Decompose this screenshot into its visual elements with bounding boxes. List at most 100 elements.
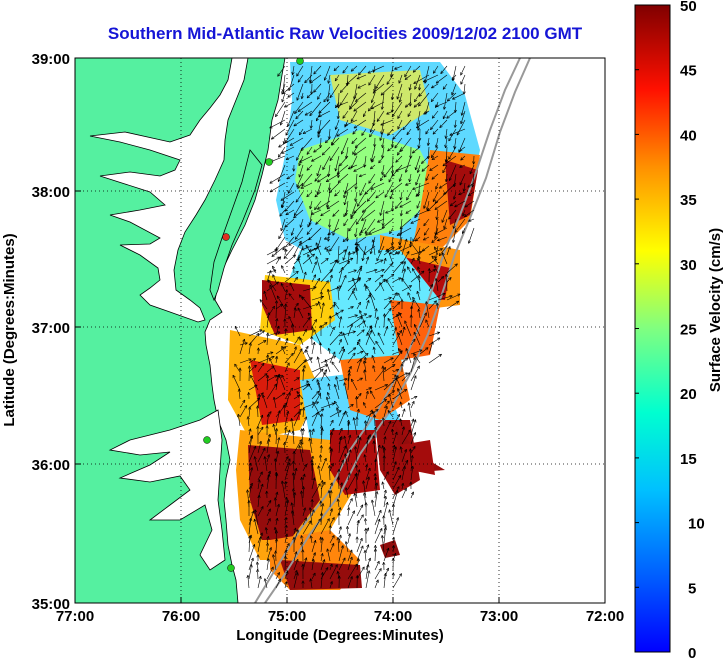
velocity-arrow-head xyxy=(327,548,330,552)
velocity-arrow-head xyxy=(278,325,280,329)
velocity-arrow-head xyxy=(448,157,452,160)
velocity-arrow-head xyxy=(267,375,270,379)
velocity-arrow xyxy=(384,182,394,198)
velocity-arrow-head xyxy=(415,240,419,242)
velocity-arrow-head xyxy=(320,572,323,576)
velocity-arrow-head xyxy=(344,453,348,457)
velocity-arrow-head xyxy=(321,503,324,507)
velocity-arrow xyxy=(297,74,304,83)
velocity-arrow xyxy=(353,417,358,436)
velocity-arrow-head xyxy=(260,414,263,418)
velocity-arrow xyxy=(272,554,277,571)
velocity-arrow-head xyxy=(349,369,351,373)
velocity-arrow xyxy=(446,110,457,119)
velocity-arrow xyxy=(320,269,333,283)
velocity-arrow-head xyxy=(306,232,310,235)
velocity-arrow-head xyxy=(260,483,264,487)
velocity-arrow-head xyxy=(269,189,272,193)
velocity-arrow-head xyxy=(251,435,254,439)
velocity-arrow-head xyxy=(259,329,263,333)
velocity-arrow-head xyxy=(325,396,327,400)
velocity-arrow-head xyxy=(415,193,418,197)
velocity-arrow xyxy=(338,482,343,499)
velocity-arrow-head xyxy=(257,393,260,397)
velocity-arrow xyxy=(412,65,421,73)
velocity-arrow-head xyxy=(265,425,268,429)
velocity-arrow xyxy=(288,74,295,91)
velocity-arrow-head xyxy=(400,363,403,367)
velocity-arrow-head xyxy=(414,216,418,219)
velocity-arrow-head xyxy=(389,74,392,78)
velocity-arrow xyxy=(383,263,393,274)
velocity-arrow xyxy=(414,92,421,103)
velocity-arrow-head xyxy=(327,392,330,395)
velocity-arrow-head xyxy=(395,159,397,163)
velocity-arrow xyxy=(284,517,287,526)
eastern-shore xyxy=(209,149,263,302)
velocity-arrow xyxy=(417,110,421,126)
velocity-arrow xyxy=(266,375,269,391)
velocity-arrow-head xyxy=(343,382,345,386)
velocity-arrow-head xyxy=(321,291,323,295)
velocity-arrow-head xyxy=(296,551,298,555)
velocity-arrow-head xyxy=(263,330,265,334)
velocity-arrow xyxy=(347,323,353,337)
velocity-arrow xyxy=(281,374,286,382)
velocity-arrow-head xyxy=(291,71,293,75)
velocity-arrow xyxy=(293,336,300,346)
velocity-arrow xyxy=(399,200,412,208)
velocity-arrow xyxy=(459,173,466,186)
velocity-arrow-head xyxy=(399,179,402,182)
velocity-arrow-head xyxy=(333,301,337,304)
velocity-arrow-head xyxy=(419,251,423,254)
velocity-arrow xyxy=(307,218,313,228)
velocity-arrow xyxy=(409,92,412,107)
velocity-arrow xyxy=(416,119,430,129)
velocity-arrow-head xyxy=(430,284,433,287)
velocity-arrow-head xyxy=(342,238,345,242)
x-tick-label: 74:00 xyxy=(374,608,412,625)
velocity-arrow-head xyxy=(365,390,369,394)
velocity-arrow-head xyxy=(328,315,331,319)
velocity-arrow-head xyxy=(391,247,395,249)
velocity-arrow-head xyxy=(435,256,438,259)
velocity-arrow-head xyxy=(278,373,282,377)
velocity-arrow-head xyxy=(333,355,337,359)
x-tick-labels: 77:00 76:00 75:00 74:00 73:00 72:00 xyxy=(56,608,624,625)
velocity-arrow-head xyxy=(302,365,306,368)
velocity-arrow-head xyxy=(405,210,408,214)
velocity-arrow-head xyxy=(334,194,338,197)
velocity-arrow-head xyxy=(377,518,380,522)
velocity-arrow-head xyxy=(355,198,358,202)
velocity-arrow xyxy=(275,356,278,364)
velocity-arrow-head xyxy=(394,374,398,377)
velocity-arrow xyxy=(442,110,448,120)
velocity-arrow-head xyxy=(405,170,408,173)
velocity-arrow xyxy=(387,410,394,418)
velocity-arrow-head xyxy=(427,142,430,146)
velocity-arrow-head xyxy=(298,445,300,449)
velocity-arrow xyxy=(333,301,340,310)
velocity-arrow xyxy=(311,552,316,562)
velocity-arrow-head xyxy=(339,331,343,334)
velocity-arrow-head xyxy=(358,520,360,524)
velocity-arrow xyxy=(328,348,331,355)
velocity-arrow-head xyxy=(430,98,433,102)
velocity-arrow-head xyxy=(357,575,359,579)
velocity-arrow-head xyxy=(413,106,417,108)
velocity-arrow xyxy=(434,246,439,256)
velocity-arrow xyxy=(329,431,333,445)
velocity-arrow-head xyxy=(434,206,437,210)
velocity-arrow xyxy=(281,83,286,95)
velocity-arrow-head xyxy=(383,436,386,440)
velocity-arrow-head xyxy=(270,411,272,415)
velocity-arrow-head xyxy=(356,396,359,400)
velocity-arrow-head xyxy=(267,354,270,358)
velocity-arrow-head xyxy=(347,472,351,476)
velocity-arrow-head xyxy=(388,179,392,183)
velocity-arrow xyxy=(446,246,451,256)
velocity-arrow-head xyxy=(344,190,346,194)
velocity-arrow-head xyxy=(264,340,267,344)
velocity-arrow-head xyxy=(398,573,402,576)
velocity-arrow-head xyxy=(355,234,358,238)
